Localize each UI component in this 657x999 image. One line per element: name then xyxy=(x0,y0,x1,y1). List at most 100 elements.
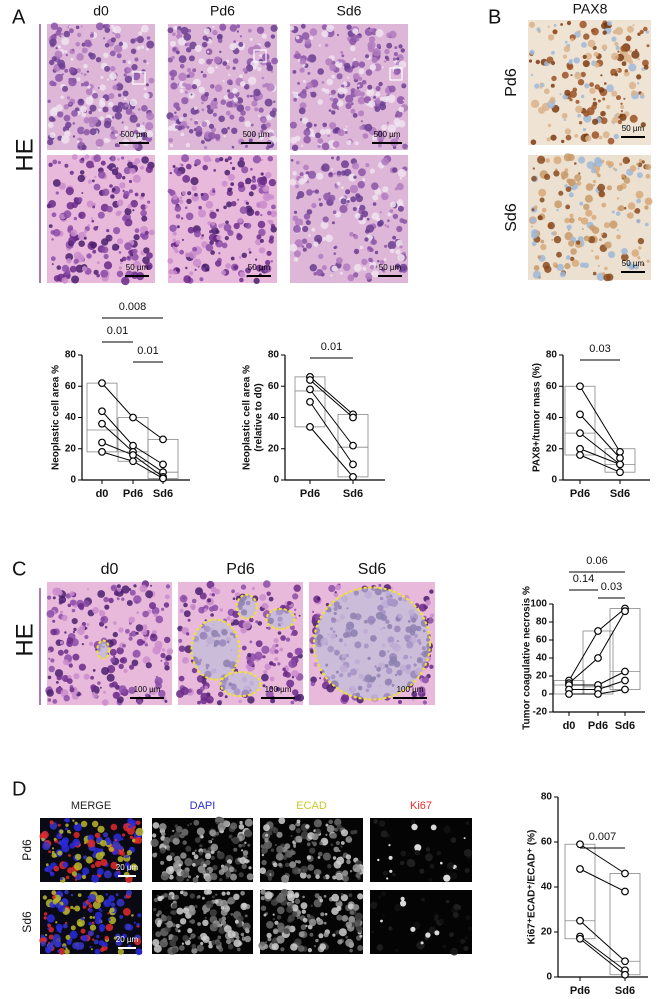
pair-line xyxy=(568,608,626,681)
cell xyxy=(110,126,115,131)
data-point xyxy=(98,447,106,456)
cell xyxy=(565,204,571,210)
cell xyxy=(290,633,293,636)
cell xyxy=(378,895,382,899)
cell xyxy=(289,625,295,631)
cell xyxy=(164,665,170,671)
cell xyxy=(63,923,68,929)
cell xyxy=(336,585,341,590)
cell xyxy=(248,251,252,254)
cell xyxy=(68,663,73,668)
cell xyxy=(255,238,262,246)
cell xyxy=(232,58,239,64)
cell xyxy=(77,98,85,106)
cell xyxy=(304,38,311,45)
data-point xyxy=(616,447,624,456)
cell xyxy=(336,100,344,107)
cell xyxy=(294,898,301,904)
data-point xyxy=(98,419,106,428)
cell xyxy=(535,59,540,65)
cell xyxy=(55,47,58,50)
cell xyxy=(178,117,184,122)
cell xyxy=(122,131,129,138)
cell xyxy=(216,700,222,706)
cell xyxy=(450,947,459,956)
cell xyxy=(332,933,336,937)
cell xyxy=(219,50,222,54)
cell xyxy=(149,633,158,642)
p-value: 0.03 xyxy=(601,581,622,593)
cell xyxy=(327,864,332,869)
scale-label: 50 µm xyxy=(622,124,645,133)
cell xyxy=(336,914,343,921)
cell xyxy=(380,830,388,838)
cell xyxy=(277,915,282,920)
y-tick-label: 0 xyxy=(273,475,279,486)
cell xyxy=(175,923,181,929)
cell xyxy=(265,690,274,699)
cell xyxy=(50,256,56,262)
cell xyxy=(72,838,81,847)
cell xyxy=(75,873,82,881)
pair-line xyxy=(579,843,626,874)
cell xyxy=(103,690,106,694)
cell xyxy=(100,839,107,847)
cell xyxy=(159,823,167,831)
cell xyxy=(94,948,101,955)
cell xyxy=(238,872,244,878)
cell xyxy=(134,37,139,42)
cell xyxy=(141,156,149,164)
cell xyxy=(617,50,620,53)
cell xyxy=(212,29,218,36)
cell xyxy=(60,675,65,680)
cell xyxy=(40,941,46,947)
cell xyxy=(321,24,328,30)
cell xyxy=(570,37,574,42)
zoom-box xyxy=(389,67,403,81)
cell xyxy=(127,855,130,858)
cell xyxy=(560,23,563,26)
cell xyxy=(332,210,337,214)
cell xyxy=(282,667,286,672)
cell xyxy=(57,850,63,856)
column-label: MERGE xyxy=(71,800,111,812)
cell xyxy=(547,123,552,128)
cell xyxy=(311,133,316,138)
cell xyxy=(185,83,193,91)
cell xyxy=(606,104,611,110)
cell xyxy=(142,610,149,618)
cell xyxy=(310,91,312,94)
cell xyxy=(125,108,133,115)
cell xyxy=(264,941,267,944)
cell xyxy=(179,594,188,603)
cell xyxy=(49,59,55,66)
cell xyxy=(141,624,148,631)
cell xyxy=(114,112,123,120)
cell xyxy=(152,939,160,947)
cell xyxy=(644,197,653,206)
cell xyxy=(303,135,311,144)
cell xyxy=(204,146,208,150)
y-tick-label: 0 xyxy=(541,689,547,700)
data-point xyxy=(576,934,584,943)
cell xyxy=(379,259,385,265)
cell xyxy=(263,840,273,850)
cell xyxy=(293,210,298,214)
cell xyxy=(66,96,71,100)
x-tick-label: Sd6 xyxy=(615,720,635,732)
data-point xyxy=(621,607,629,616)
cell xyxy=(371,239,377,245)
cell xyxy=(46,610,55,618)
cell xyxy=(419,868,425,874)
cell xyxy=(641,263,645,267)
cell xyxy=(207,50,210,54)
cell xyxy=(204,619,207,622)
cell xyxy=(200,236,204,240)
cell xyxy=(203,28,210,35)
cell xyxy=(160,872,169,881)
cell xyxy=(348,893,353,898)
cell xyxy=(396,183,404,191)
cell xyxy=(186,74,190,78)
cell xyxy=(171,947,178,954)
cell xyxy=(337,939,343,945)
